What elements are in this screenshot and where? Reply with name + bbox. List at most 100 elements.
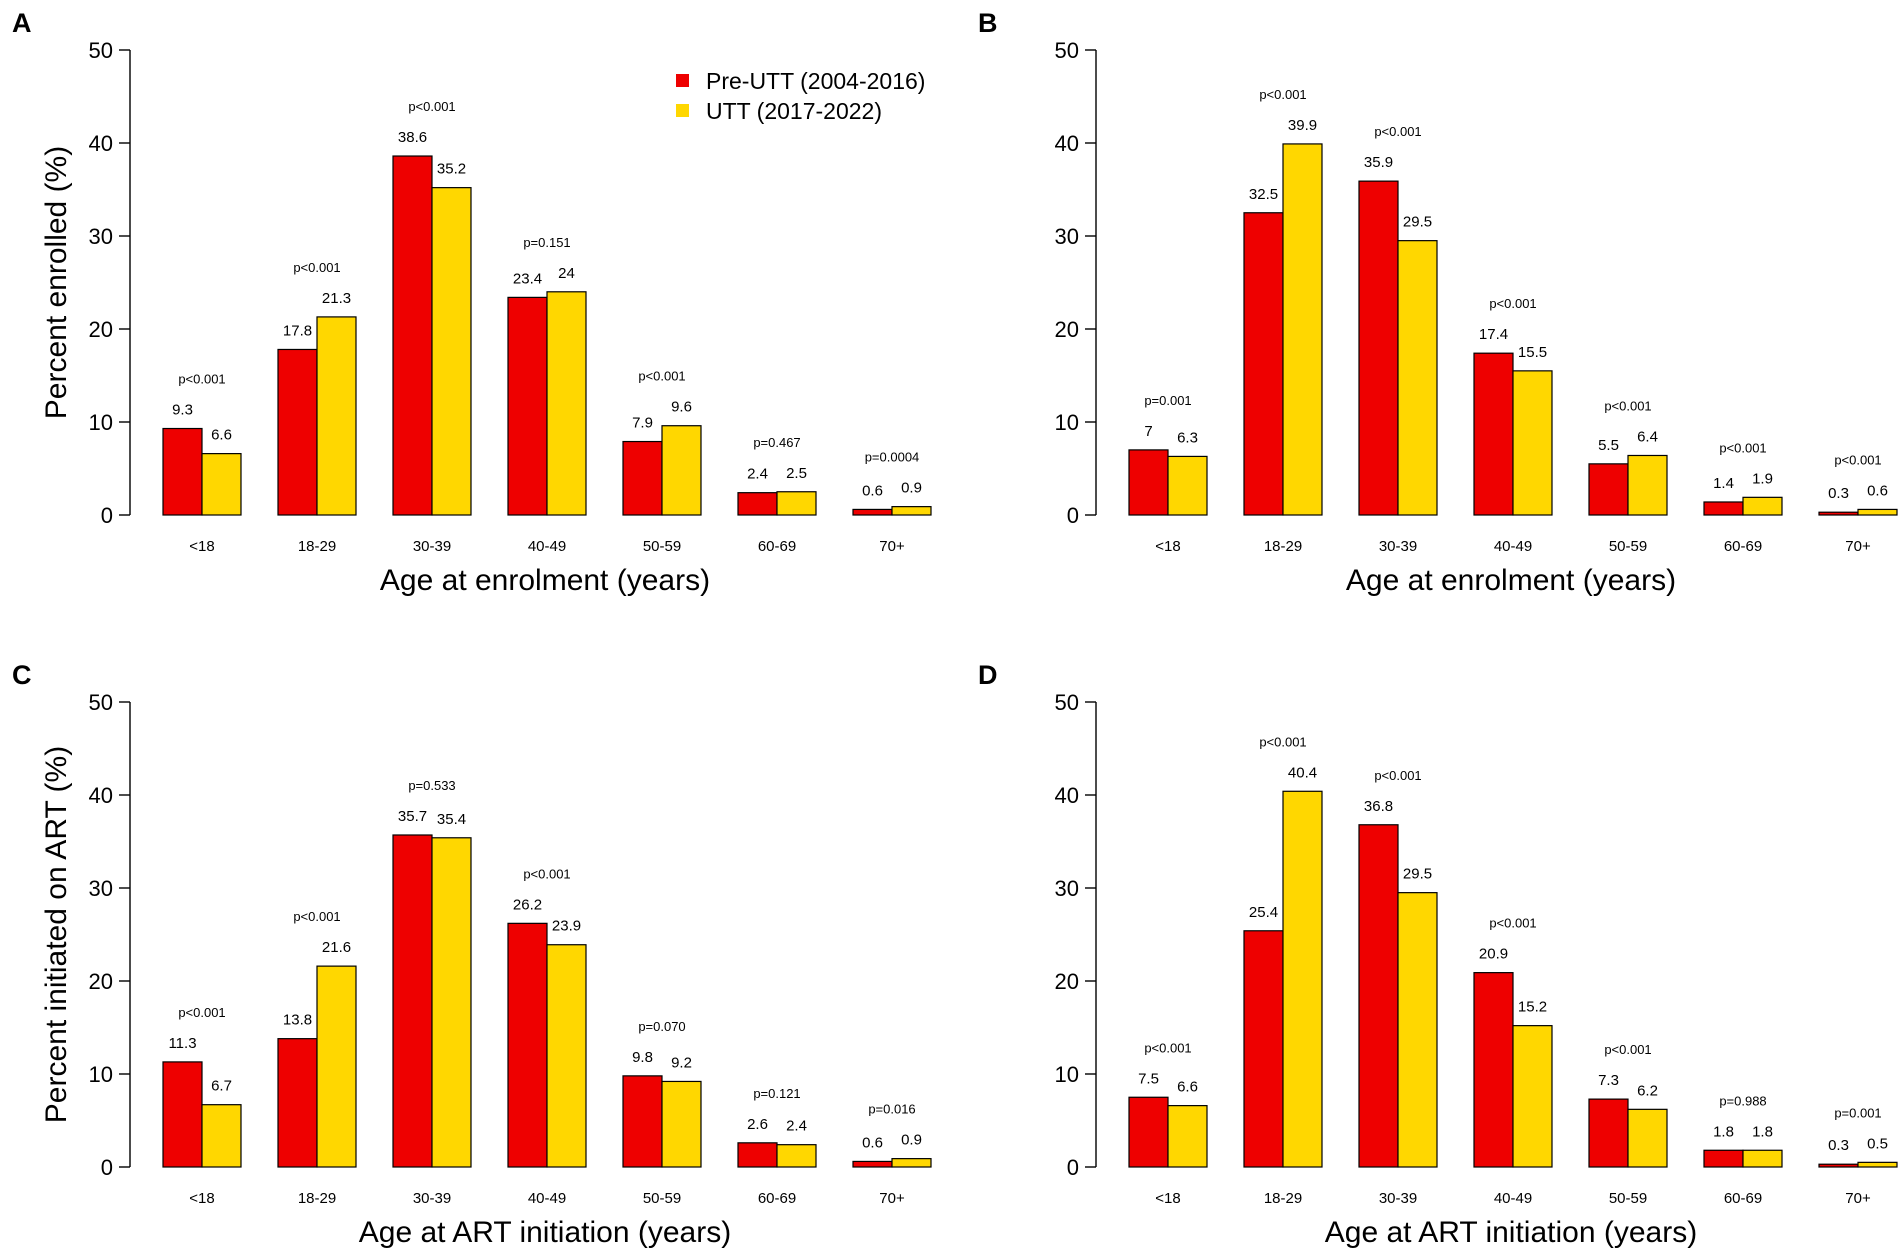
- value-label: 35.9: [1364, 154, 1393, 171]
- bar-utt-18-29: [316, 965, 357, 1168]
- y-tick-label: 30: [1055, 876, 1079, 901]
- bar-pre-utt-18-29: [1243, 212, 1284, 516]
- p-value-label: p=0.070: [638, 1019, 685, 1034]
- y-axis-label: Percent initiated on ART (%): [40, 746, 73, 1123]
- x-tick-label: 50-59: [1609, 538, 1647, 555]
- legend-label: Pre-UTT (2004-2016): [706, 68, 925, 94]
- y-tick-label: 40: [1055, 783, 1079, 808]
- value-label: 9.6: [671, 399, 692, 416]
- x-tick-label: 40-49: [1494, 1190, 1532, 1207]
- value-label: 21.6: [322, 939, 351, 956]
- value-label: 2.6: [747, 1116, 768, 1133]
- x-tick-label: 50-59: [1609, 1190, 1647, 1207]
- x-tick-label: 70+: [879, 538, 905, 555]
- value-label: 17.8: [283, 322, 312, 339]
- x-tick-label: 70+: [879, 1190, 905, 1207]
- bar-pre-utt-40-49: [1473, 352, 1514, 516]
- bar-pre-utt-50-59: [1588, 463, 1629, 516]
- bar-utt-<18: [1167, 455, 1208, 516]
- panel-a: A 0 10 20 30 40 50 Percent enrolled (%) 9.3 6.6 p<…: [12, 8, 932, 597]
- bar-pre-utt-30-39: [392, 155, 433, 516]
- y-tick-label: 50: [1055, 38, 1079, 63]
- bar-utt-<18: [1167, 1105, 1208, 1168]
- bar-pre-utt-60-69: [737, 1142, 778, 1168]
- x-tick-label: <18: [1155, 1190, 1180, 1207]
- x-tick-label: 40-49: [528, 1190, 566, 1207]
- legend: Pre-UTT (2004-2016) UTT (2017-2022): [676, 68, 925, 124]
- bar-utt-40-49: [1512, 370, 1553, 516]
- legend-swatch: [676, 104, 689, 117]
- y-tick-label: 10: [1055, 410, 1079, 435]
- p-value-label: p=0.001: [1834, 1105, 1881, 1120]
- p-value-label: p<0.001: [293, 909, 340, 924]
- value-label: 7.3: [1598, 1072, 1619, 1089]
- bar-utt-30-39: [431, 837, 472, 1168]
- value-label: 6.6: [1177, 1079, 1198, 1096]
- value-label: 7.9: [632, 415, 653, 432]
- p-value-label: p<0.001: [1259, 734, 1306, 749]
- value-label: 17.4: [1479, 326, 1508, 343]
- value-label: 7: [1144, 423, 1152, 440]
- value-label: 0.6: [862, 482, 883, 499]
- value-label: 0.9: [901, 1132, 922, 1149]
- value-label: 29.5: [1403, 214, 1432, 231]
- value-label: 7.5: [1138, 1070, 1159, 1087]
- value-label: 2.5: [786, 465, 807, 482]
- bar-utt-30-39: [431, 187, 472, 516]
- panel-d: D 0 10 20 30 40 50 7.5 6.6 p<0.001 <18 25.4 40.4 p<0.…: [978, 660, 1898, 1249]
- bar-pre-utt-18-29: [277, 348, 318, 516]
- p-value-label: p<0.001: [178, 372, 225, 387]
- x-tick-label: 30-39: [413, 1190, 451, 1207]
- panel-b: B 0 10 20 30 40 50 7 6.3 p=0.001 <18 32.5 39.9 p<0.00…: [978, 8, 1898, 597]
- bar-pre-utt-30-39: [1358, 180, 1399, 516]
- bar-pre-utt-60-69: [1703, 1149, 1744, 1168]
- p-value-label: p<0.001: [1719, 440, 1766, 455]
- p-value-label: p=0.016: [868, 1102, 915, 1117]
- value-label: 40.4: [1288, 764, 1317, 781]
- x-tick-label: 50-59: [643, 1190, 681, 1207]
- bar-pre-utt-30-39: [392, 834, 433, 1168]
- x-axis-label: Age at ART initiation (years): [359, 1216, 731, 1249]
- x-axis-label: Age at enrolment (years): [1346, 564, 1676, 597]
- bar-utt-50-59: [1627, 454, 1668, 516]
- bar-utt-60-69: [776, 1144, 817, 1168]
- x-tick-label: <18: [1155, 538, 1180, 555]
- bar-pre-utt-70+: [852, 508, 893, 516]
- x-tick-label: 60-69: [758, 1190, 796, 1207]
- bar-utt-40-49: [546, 944, 587, 1168]
- x-tick-label: 60-69: [1724, 1190, 1762, 1207]
- y-tick-label: 0: [101, 503, 113, 528]
- bar-pre-utt-60-69: [1703, 501, 1744, 516]
- p-value-label: p=0.467: [753, 435, 800, 450]
- bar-pre-utt-<18: [162, 1061, 203, 1168]
- value-label: 0.6: [862, 1134, 883, 1151]
- bar-utt-18-29: [1282, 143, 1323, 516]
- bar-pre-utt-50-59: [622, 1075, 663, 1168]
- x-tick-label: 30-39: [413, 538, 451, 555]
- value-label: 1.4: [1713, 475, 1734, 492]
- value-label: 38.6: [398, 129, 427, 146]
- y-tick-label: 20: [89, 317, 113, 342]
- value-label: 26.2: [513, 896, 542, 913]
- y-tick-label: 50: [1055, 690, 1079, 715]
- y-tick-label: 0: [1067, 503, 1079, 528]
- p-value-label: p=0.151: [523, 235, 570, 250]
- panel-c: C 0 10 20 30 40 50 Percent initiated on ART (%)…: [12, 660, 932, 1249]
- x-tick-label: 30-39: [1379, 1190, 1417, 1207]
- value-label: 36.8: [1364, 798, 1393, 815]
- value-label: 29.5: [1403, 866, 1432, 883]
- x-tick-label: 60-69: [758, 538, 796, 555]
- y-tick-label: 0: [1067, 1155, 1079, 1180]
- x-tick-label: 70+: [1845, 1190, 1871, 1207]
- y-tick-label: 10: [89, 1062, 113, 1087]
- value-label: 23.4: [513, 270, 542, 287]
- value-label: 9.3: [172, 402, 193, 419]
- value-label: 0.6: [1867, 482, 1888, 499]
- bar-utt-40-49: [1512, 1025, 1553, 1168]
- value-label: 39.9: [1288, 117, 1317, 134]
- panel-letter: C: [12, 660, 32, 690]
- bar-pre-utt-40-49: [507, 922, 548, 1168]
- bar-pre-utt-40-49: [1473, 972, 1514, 1168]
- x-tick-label: 60-69: [1724, 538, 1762, 555]
- value-label: 0.3: [1828, 485, 1849, 502]
